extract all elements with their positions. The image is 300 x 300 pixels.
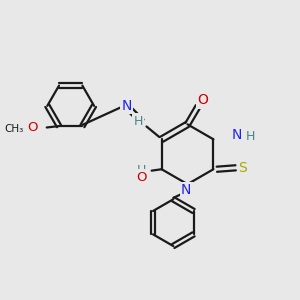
- Text: H: H: [133, 115, 142, 128]
- Text: CH₃: CH₃: [4, 124, 23, 134]
- Text: N: N: [122, 99, 132, 113]
- Text: O: O: [197, 93, 208, 107]
- Text: N: N: [232, 128, 242, 142]
- Text: S: S: [238, 161, 247, 175]
- Text: O: O: [28, 121, 38, 134]
- Text: N: N: [181, 184, 191, 197]
- Text: O: O: [136, 171, 147, 184]
- Text: H: H: [137, 164, 146, 177]
- Text: H: H: [246, 130, 256, 143]
